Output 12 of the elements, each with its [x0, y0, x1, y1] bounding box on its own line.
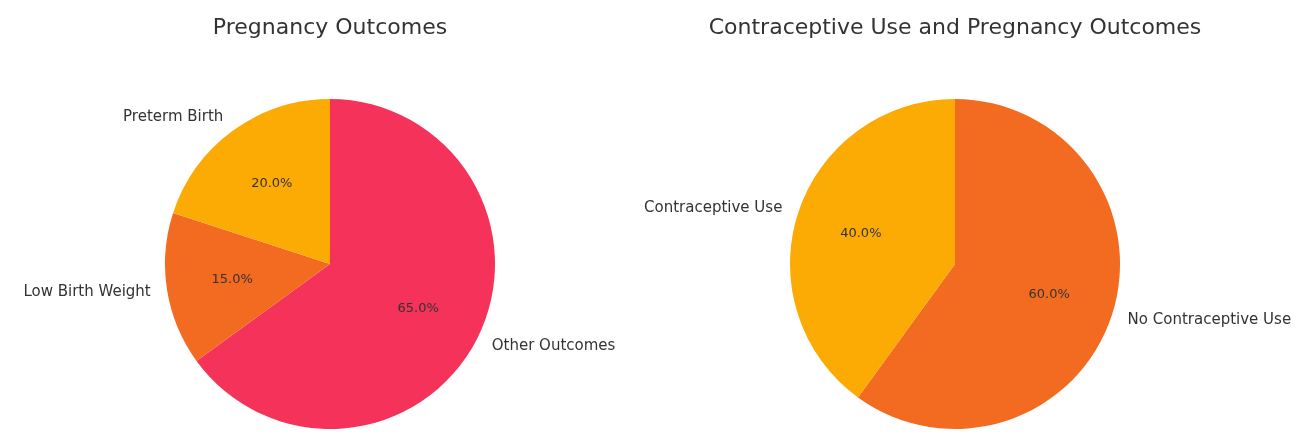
- data-label: 60.0%: [1028, 285, 1070, 301]
- data-label: 15.0%: [211, 270, 253, 286]
- data-label: 20.0%: [251, 175, 293, 191]
- data-label: 40.0%: [840, 224, 882, 240]
- chart-title: Pregnancy Outcomes: [212, 14, 448, 39]
- chart-title: Contraceptive Use and Pregnancy Outcomes: [708, 14, 1202, 39]
- slice-label: No Contraceptive Use: [1127, 309, 1292, 328]
- data-label: 65.0%: [397, 300, 439, 316]
- slice-label: Contraceptive Use: [644, 197, 783, 216]
- slice-label: Low Birth Weight: [23, 282, 151, 301]
- slice-label: Other Outcomes: [491, 336, 616, 355]
- slice-label: Preterm Birth: [123, 107, 224, 126]
